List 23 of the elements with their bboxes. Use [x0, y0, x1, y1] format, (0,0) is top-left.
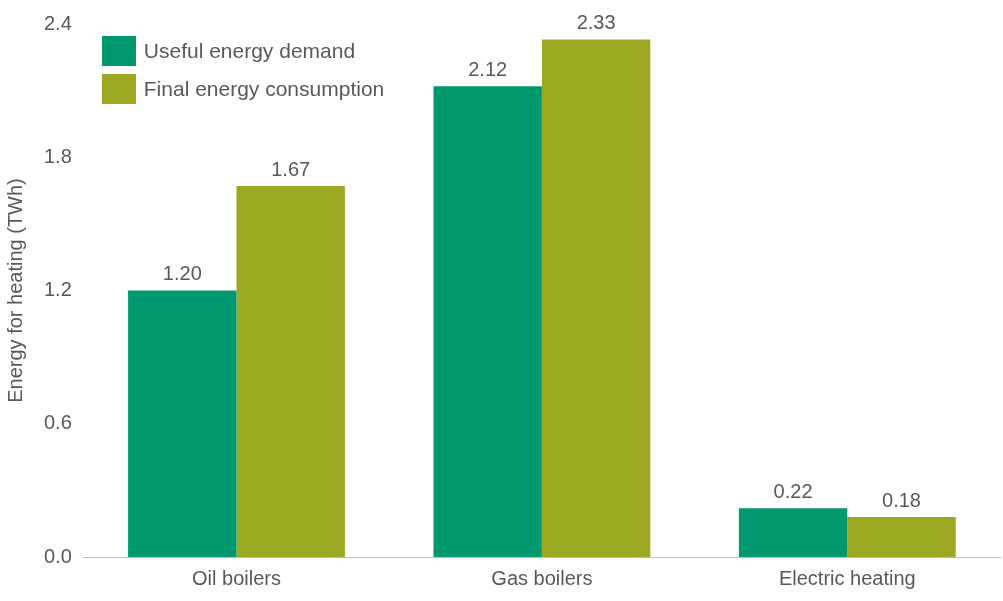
y-tick-label: 0.0 — [43, 544, 72, 567]
data-label: 2.33 — [576, 11, 616, 34]
y-axis-title: Energy for heating (TWh) — [3, 178, 26, 403]
bar — [541, 39, 651, 557]
data-label: 1.20 — [162, 262, 202, 285]
y-tick-label: 0.6 — [43, 411, 72, 434]
bar — [128, 290, 237, 557]
y-tick-label: 2.4 — [43, 11, 72, 34]
y-tick-label: 1.2 — [43, 278, 72, 301]
x-tick-label: Oil boilers — [192, 566, 281, 589]
bar — [847, 517, 956, 557]
data-label: 2.12 — [468, 57, 508, 80]
legend-label: Useful energy demand — [143, 39, 356, 63]
x-tick-label: Electric heating — [778, 566, 916, 589]
x-tick-label: Gas boilers — [491, 566, 593, 589]
data-label: 1.67 — [271, 157, 311, 180]
legend-label: Final energy consumption — [143, 77, 385, 101]
data-label: 0.22 — [773, 479, 813, 502]
bar — [236, 186, 345, 557]
y-tick-label: 1.8 — [43, 144, 72, 167]
data-label: 0.18 — [882, 488, 921, 511]
bar — [433, 86, 542, 557]
bar — [738, 508, 848, 557]
